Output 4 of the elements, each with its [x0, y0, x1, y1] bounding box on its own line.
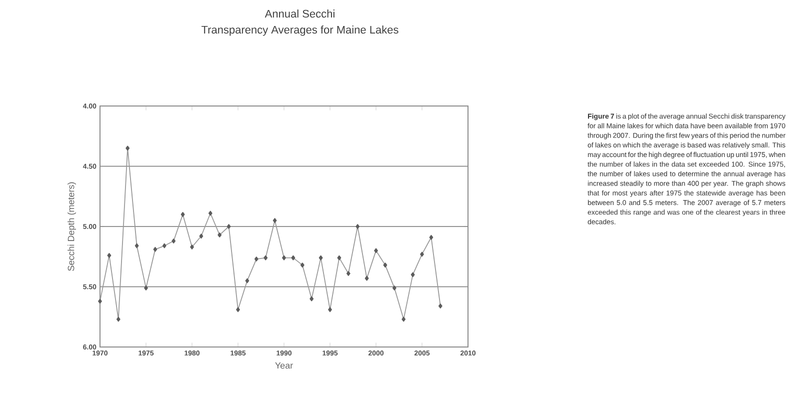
y-axis-title: Secchi Depth (meters) [68, 182, 76, 271]
x-axis-title: Year [275, 362, 293, 369]
chart-subtitle: Transparency Averages for Maine Lakes [202, 26, 398, 36]
chart-title: Annual Secchi [264, 10, 334, 18]
